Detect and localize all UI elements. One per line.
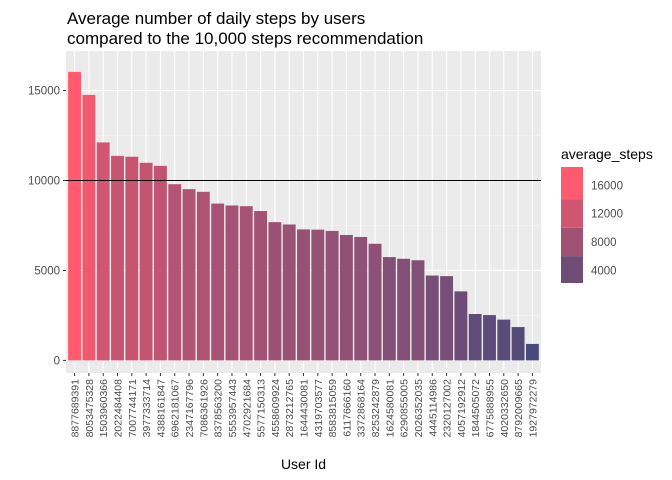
x-tick-label-3372868164: 3372868164 [356, 379, 368, 438]
x-tick-label-8792009665: 8792009665 [513, 379, 525, 438]
bar-4057192912 [454, 291, 468, 361]
bar-1624580081 [382, 257, 396, 361]
x-tick-label-4020332650: 4020332650 [499, 379, 511, 438]
bar-8053475328 [82, 94, 96, 361]
x-tick-label-2320127002: 2320127002 [442, 379, 454, 438]
x-tick-label-4445114986: 4445114986 [427, 379, 439, 437]
bar-8877689391 [68, 71, 82, 361]
bar-8253242879 [368, 243, 382, 361]
x-tick-label-5553957443: 5553957443 [227, 379, 239, 438]
bar-3372868164 [354, 236, 368, 361]
x-tick-label-1624580081: 1624580081 [384, 379, 396, 438]
x-tick-label-1844505072: 1844505072 [470, 379, 482, 438]
x-tick-label-1503960366: 1503960366 [98, 379, 110, 438]
legend-bin [561, 256, 583, 283]
bar-4702921684 [239, 206, 253, 361]
bar-3977333714 [139, 162, 153, 361]
bar-8583815059 [325, 230, 339, 361]
bar-2873212765 [282, 224, 296, 361]
x-tick-label-4388161847: 4388161847 [155, 379, 167, 438]
bar-6962181067 [168, 184, 182, 361]
x-tick-label-6117666160: 6117666160 [341, 379, 353, 437]
bar-4020332650 [497, 319, 511, 361]
bar-8792009665 [511, 327, 525, 361]
x-tick-label-8877689391: 8877689391 [70, 379, 82, 438]
bar-2026352035 [411, 260, 425, 361]
x-tick-label-8053475328: 8053475328 [84, 379, 96, 438]
bar-7086361926 [196, 191, 210, 361]
bar-7007744171 [125, 156, 139, 361]
legend-bin [561, 227, 583, 257]
bar-1927972279 [525, 343, 539, 361]
x-tick-label-2873212765: 2873212765 [284, 379, 296, 438]
bar-5553957443 [225, 205, 239, 361]
x-tick-label-2026352035: 2026352035 [413, 379, 425, 438]
x-tick-label-4057192912: 4057192912 [456, 379, 468, 438]
x-tick-label-2347167796: 2347167796 [184, 379, 196, 438]
x-tick-label-8378563200: 8378563200 [213, 379, 225, 438]
bar-6117666160 [339, 234, 353, 361]
legend-label-4000: 4000 [591, 265, 617, 277]
y-tick-label: 5000 [34, 265, 60, 277]
x-tick-label-8253242879: 8253242879 [370, 379, 382, 438]
bar-4445114986 [425, 275, 439, 361]
x-tick-label-6290855005: 6290855005 [399, 379, 411, 438]
x-tick-label-3977333714: 3977333714 [141, 379, 153, 438]
bar-4388161847 [153, 165, 167, 361]
x-tick-label-4319703577: 4319703577 [313, 379, 325, 438]
x-tick-label-4558609924: 4558609924 [270, 379, 282, 438]
x-axis-label: User Id [281, 456, 326, 472]
legend-bin [561, 167, 583, 200]
x-tick-label-7086361926: 7086361926 [198, 379, 210, 438]
bar-2347167796 [182, 189, 196, 361]
bar-1644430081 [297, 229, 310, 361]
bar-1844505072 [468, 313, 482, 361]
x-tick-label-2022484408: 2022484408 [113, 379, 125, 438]
legend-label-8000: 8000 [591, 237, 617, 249]
x-tick-label-5577150313: 5577150313 [256, 379, 268, 438]
bar-2022484408 [111, 155, 124, 361]
bar-5577150313 [254, 211, 268, 361]
y-tick-label: 15000 [28, 86, 60, 98]
x-tick-label-4702921684: 4702921684 [241, 379, 253, 438]
x-tick-label-6775888955: 6775888955 [484, 379, 496, 438]
y-tick-label: 0 [54, 355, 60, 367]
bar-4319703577 [311, 229, 325, 361]
bar-6290855005 [397, 258, 411, 361]
bar-1503960366 [96, 142, 110, 361]
x-tick-label-8583815059: 8583815059 [327, 379, 339, 438]
bar-6775888955 [483, 315, 496, 361]
legend-label-16000: 16000 [591, 180, 623, 192]
legend-label-12000: 12000 [591, 209, 623, 221]
bar-8378563200 [211, 203, 225, 361]
x-tick-label-1644430081: 1644430081 [299, 379, 311, 438]
x-tick-label-7007744171: 7007744171 [127, 379, 139, 438]
bar-2320127002 [440, 276, 454, 361]
legend-title: average_steps [561, 146, 653, 162]
x-tick-label-6962181067: 6962181067 [170, 379, 182, 438]
y-tick-label: 10000 [28, 176, 60, 188]
legend-bin [561, 199, 583, 228]
x-tick-label-1927972279: 1927972279 [527, 379, 539, 438]
chart-title-line-2: compared to the 10,000 steps recommendat… [67, 29, 424, 48]
chart-title-line-1: Average number of daily steps by users [67, 9, 366, 28]
bar-4558609924 [268, 222, 282, 361]
